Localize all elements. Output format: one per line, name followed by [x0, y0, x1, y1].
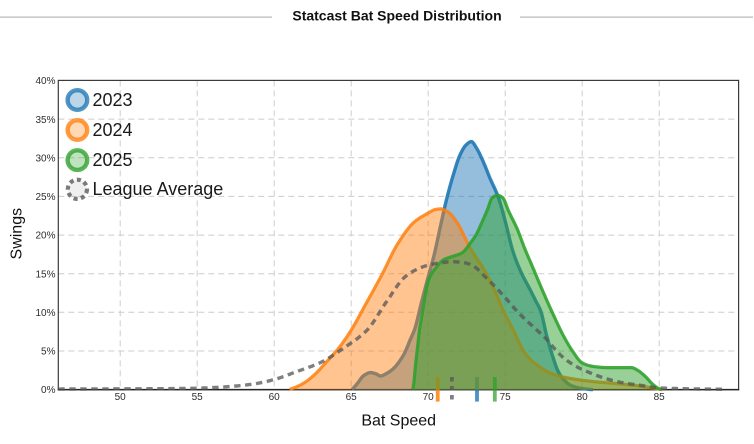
svg-text:60: 60	[269, 392, 281, 403]
svg-text:35%: 35%	[35, 115, 55, 126]
svg-text:2024: 2024	[93, 120, 133, 140]
svg-text:40%: 40%	[35, 76, 55, 87]
svg-text:55: 55	[192, 392, 204, 403]
svg-text:75: 75	[500, 392, 512, 403]
svg-text:70: 70	[423, 392, 435, 403]
svg-text:2023: 2023	[93, 90, 133, 110]
svg-text:50: 50	[115, 392, 127, 403]
svg-text:Swings: Swings	[8, 208, 25, 260]
svg-text:2025: 2025	[93, 150, 133, 170]
svg-text:85: 85	[654, 392, 666, 403]
svg-text:65: 65	[346, 392, 358, 403]
svg-text:15%: 15%	[35, 269, 55, 280]
svg-text:30%: 30%	[35, 153, 55, 164]
svg-text:Bat Speed: Bat Speed	[361, 412, 436, 429]
svg-text:20%: 20%	[35, 231, 55, 242]
svg-text:0%: 0%	[41, 385, 56, 396]
svg-text:5%: 5%	[41, 347, 56, 358]
svg-text:Statcast Bat Speed Distributio: Statcast Bat Speed Distribution	[292, 8, 501, 24]
svg-text:25%: 25%	[35, 192, 55, 203]
svg-text:League Average: League Average	[93, 179, 224, 199]
svg-text:80: 80	[577, 392, 589, 403]
svg-text:10%: 10%	[35, 308, 55, 319]
